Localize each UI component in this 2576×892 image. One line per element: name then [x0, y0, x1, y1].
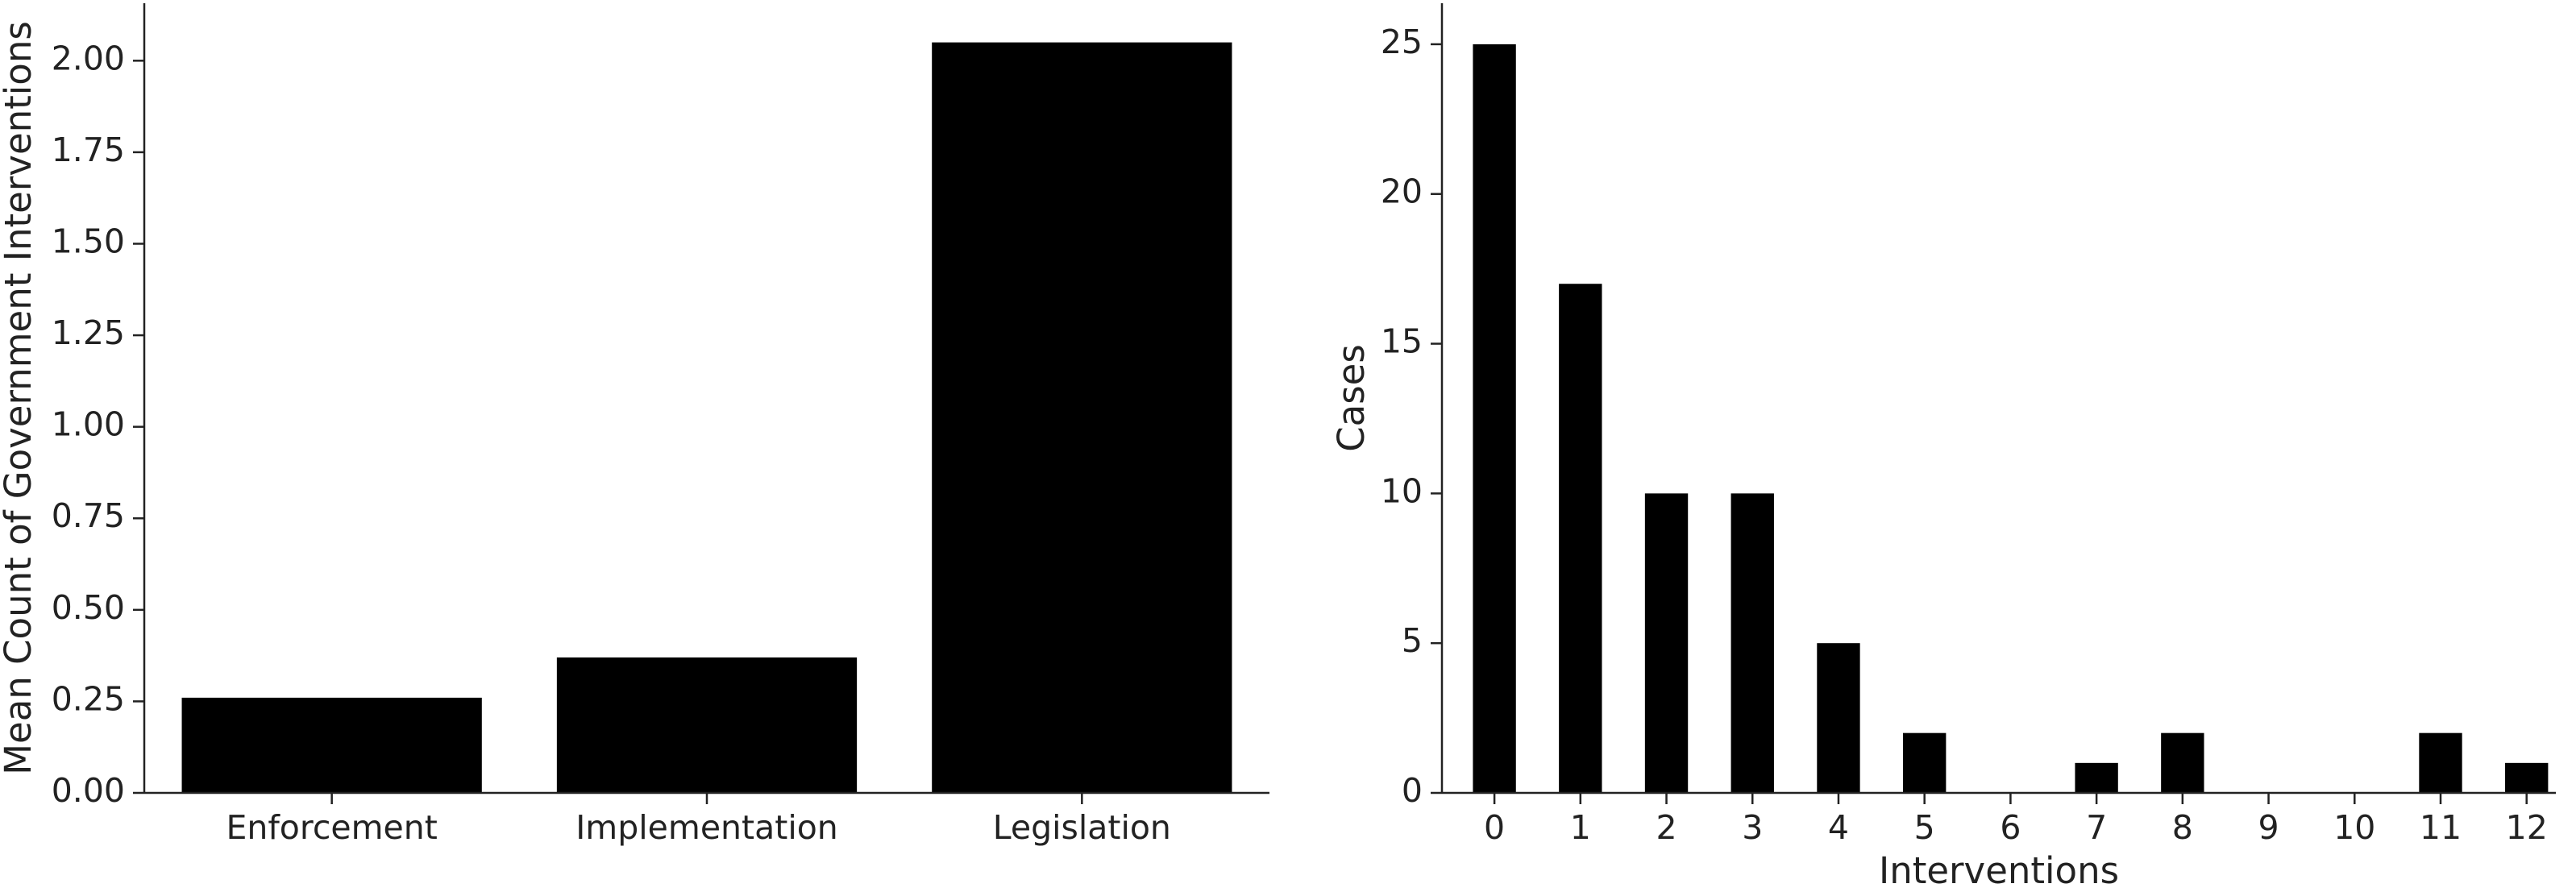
y-tick-label: 0.00: [52, 771, 125, 810]
x-tick-label: 12: [2506, 808, 2548, 847]
bar: [1730, 493, 1774, 793]
x-tick-label: 4: [1828, 808, 1849, 847]
x-tick-label: 5: [1914, 808, 1935, 847]
bar: [556, 657, 858, 793]
x-tick-label: 11: [2420, 808, 2462, 847]
bar: [1903, 732, 1947, 793]
y-tick-label: 0: [1402, 771, 1423, 810]
y-tick-label: 25: [1381, 23, 1423, 61]
bar: [2161, 732, 2204, 793]
y-tick-label: 1.00: [52, 405, 125, 444]
y-tick-label: 2.00: [52, 39, 125, 77]
bar: [181, 697, 482, 793]
x-tick-label: 7: [2086, 808, 2107, 847]
y-tick-label: 0.25: [52, 679, 125, 718]
x-axis-label: Interventions: [1879, 849, 2119, 892]
x-tick-label: 1: [1570, 808, 1591, 847]
bar: [2075, 762, 2118, 793]
bar: [932, 42, 1232, 793]
x-tick-label: 3: [1742, 808, 1763, 847]
bar: [1644, 493, 1689, 793]
x-tick-label: 8: [2172, 808, 2193, 847]
bar: [1817, 643, 1860, 793]
y-tick-label: 1.75: [52, 131, 125, 169]
x-tick-label: 9: [2258, 808, 2279, 847]
x-tick-label: 0: [1484, 808, 1505, 847]
y-tick-label: 0.50: [52, 588, 125, 627]
x-tick-label: Legislation: [993, 808, 1171, 847]
y-tick-label: 10: [1381, 471, 1423, 510]
x-tick-label: 10: [2333, 808, 2375, 847]
x-tick-label: Implementation: [575, 808, 838, 847]
bar: [2419, 732, 2462, 793]
x-tick-label: 6: [2000, 808, 2021, 847]
y-tick-label: 0.75: [52, 496, 125, 535]
bar: [1559, 284, 1602, 794]
y-axis-label: Mean Count of Government Interventions: [0, 21, 39, 775]
y-tick-label: 1.50: [52, 222, 125, 260]
y-tick-label: 20: [1381, 172, 1423, 211]
y-axis-label: Cases: [1330, 344, 1373, 452]
x-tick-label: 2: [1656, 808, 1676, 847]
x-tick-label: Enforcement: [226, 808, 437, 847]
y-tick-label: 15: [1381, 322, 1423, 361]
y-tick-label: 5: [1402, 621, 1423, 660]
bar: [2505, 762, 2549, 793]
bar: [1473, 44, 1516, 793]
y-tick-label: 1.25: [52, 313, 125, 352]
